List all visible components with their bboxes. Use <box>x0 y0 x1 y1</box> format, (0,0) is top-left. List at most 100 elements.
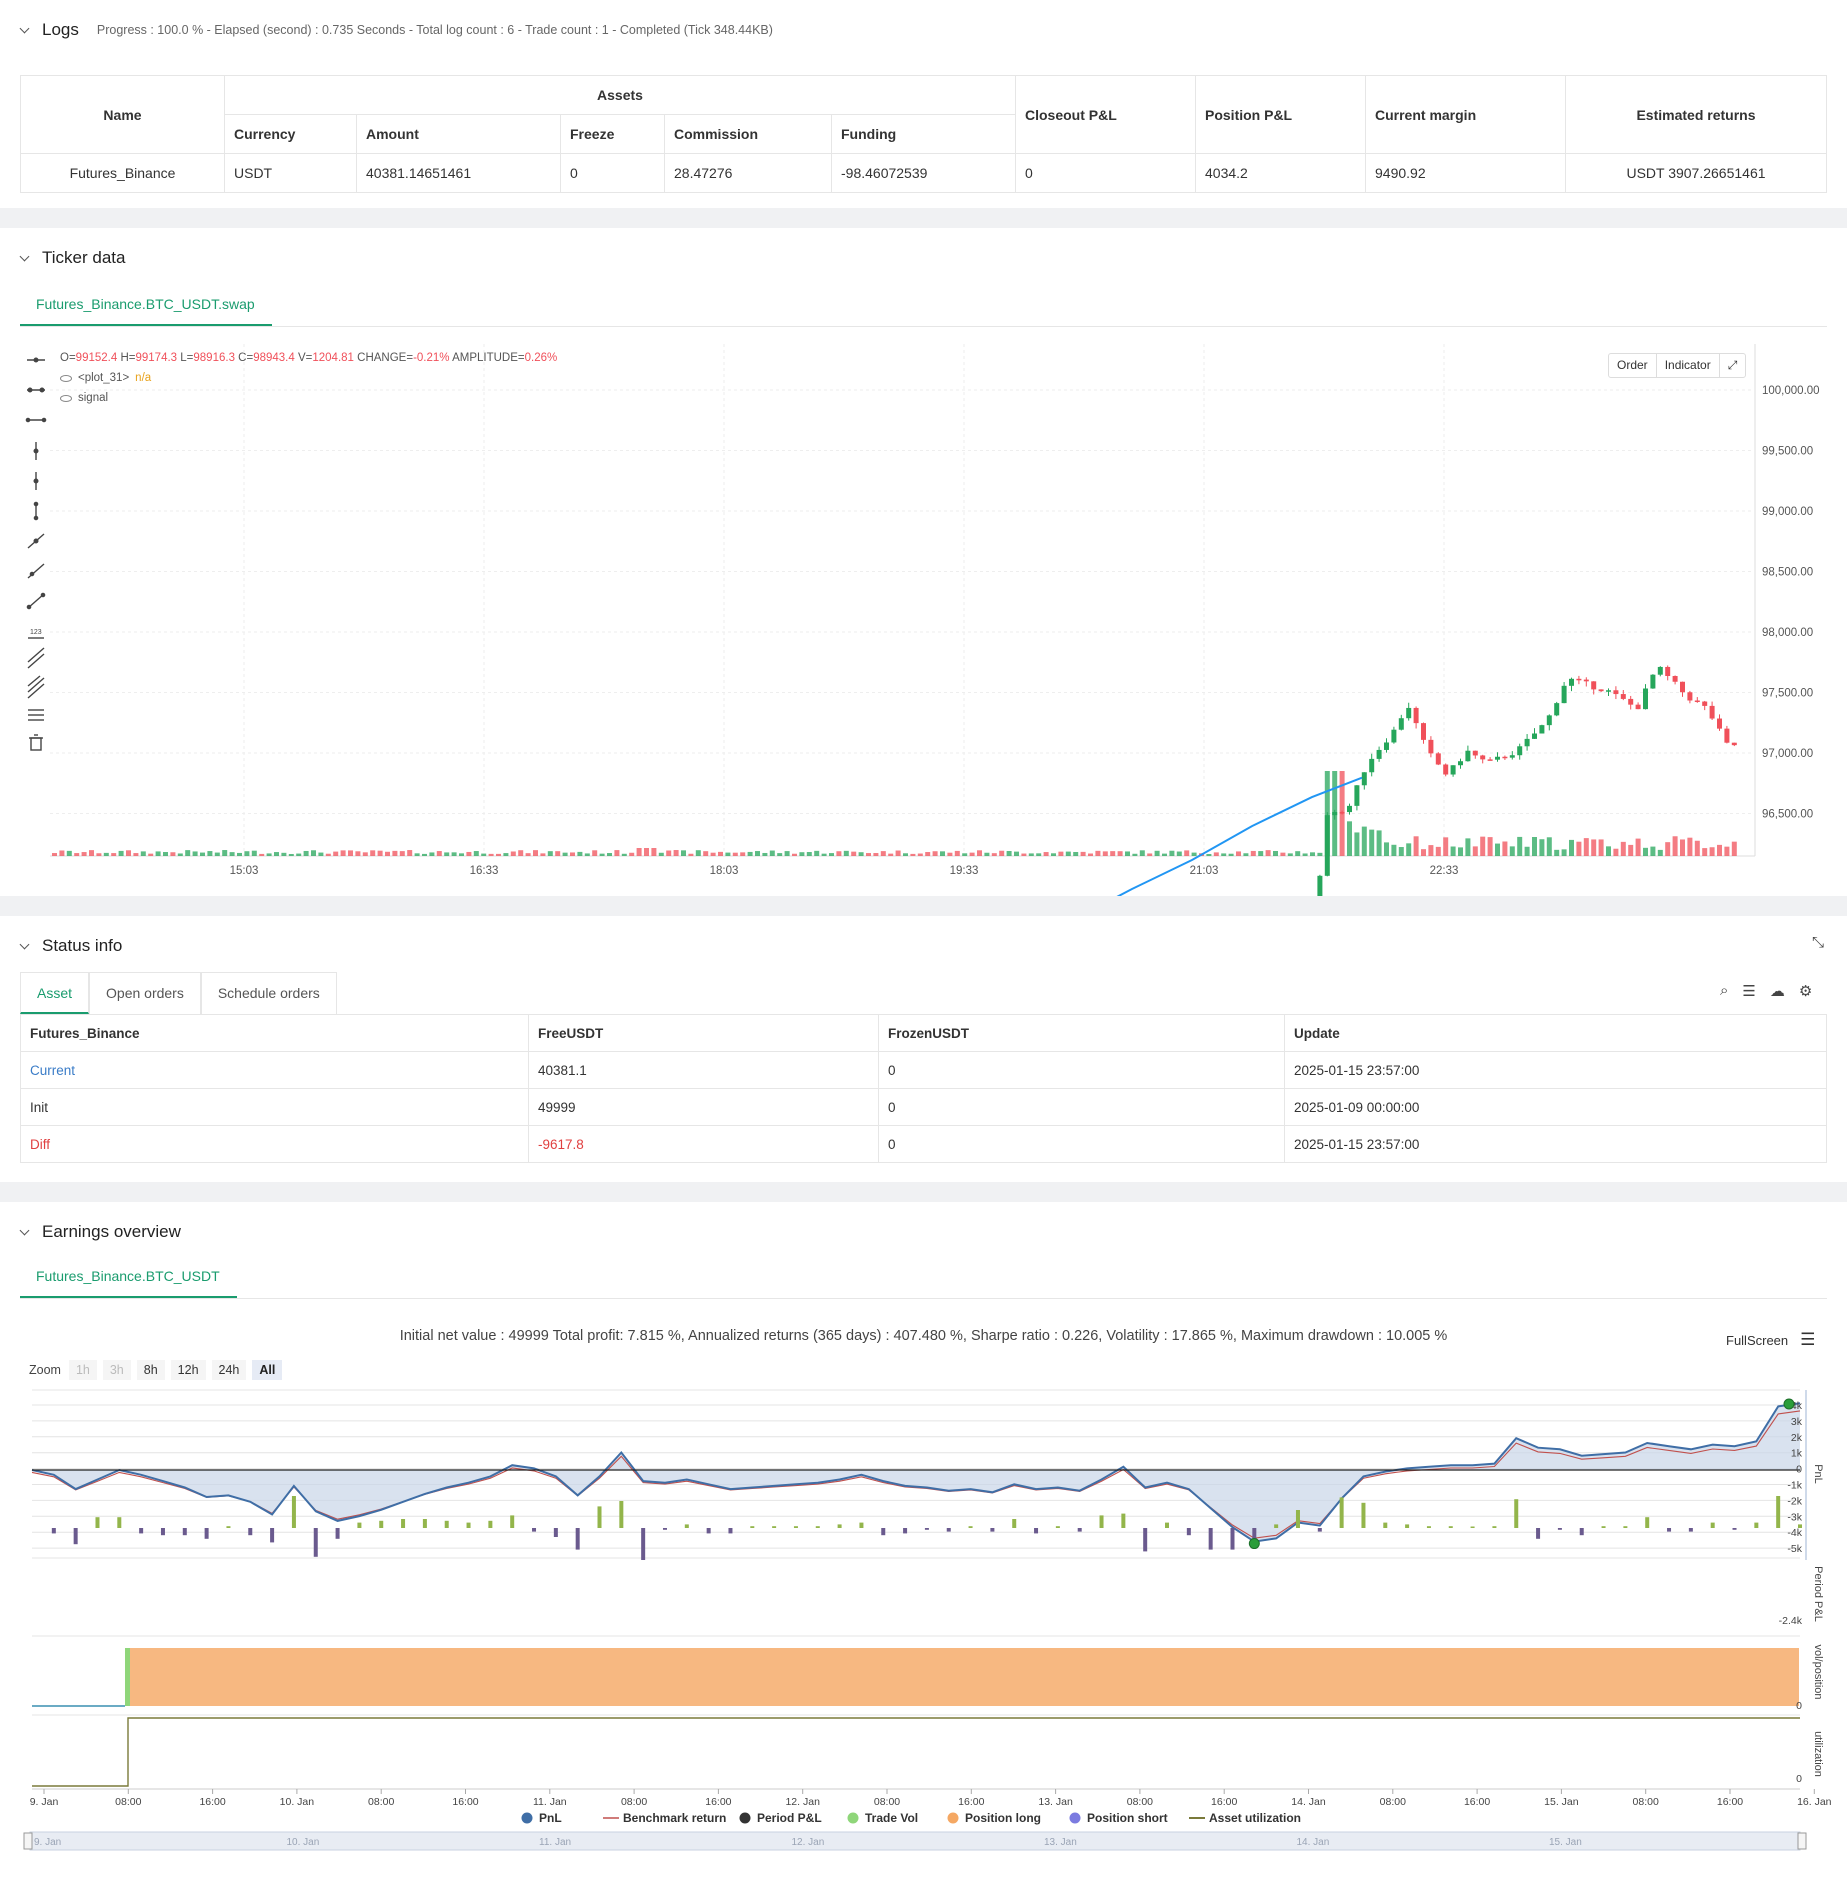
period-bar <box>1383 1522 1388 1528</box>
legend-plot[interactable]: <plot_31> n/a <box>60 372 151 384</box>
status-header[interactable]: Status info <box>20 936 122 956</box>
tab-open-orders[interactable]: Open orders <box>89 972 201 1014</box>
collapse-icon[interactable]: ⤡ <box>1812 934 1825 951</box>
cell-margin: 9490.92 <box>1365 153 1566 193</box>
volume-bar <box>451 852 457 856</box>
volume-bar <box>148 853 154 856</box>
zoom-label: Zoom <box>29 1363 61 1377</box>
volume-bar <box>488 853 494 856</box>
table-row: Diff -9617.8 0 2025-01-15 23:57:00 <box>20 1125 1827 1163</box>
period-bar <box>466 1522 471 1528</box>
period-bar <box>1623 1526 1628 1528</box>
volume-bar <box>296 853 302 856</box>
period-bar <box>1514 1499 1519 1528</box>
x-tick-label: 08:00 <box>368 1796 394 1808</box>
period-bar <box>684 1524 689 1528</box>
zoom-12h[interactable]: 12h <box>170 1360 206 1380</box>
menu-icon[interactable]: ☰ <box>1800 1330 1816 1349</box>
volume-bar <box>370 850 376 856</box>
period-bar <box>968 1526 973 1528</box>
search-icon[interactable]: ⌕ <box>1720 982 1729 999</box>
ticker-title: Ticker data <box>42 248 126 267</box>
candle-body <box>1376 749 1382 759</box>
ohlc-l-label: L= <box>180 352 194 364</box>
volume-bar <box>1265 850 1271 856</box>
drawing-tools-icons[interactable]: 123 <box>22 346 50 766</box>
period-bar <box>772 1526 777 1528</box>
col-update: Update <box>1284 1014 1827 1052</box>
zoom-all[interactable]: All <box>252 1360 283 1380</box>
ohlc-o-label: O= <box>60 352 76 364</box>
legend-label: PnL <box>539 1811 562 1825</box>
zoom-1h[interactable]: 1h <box>68 1360 97 1380</box>
volume-bar <box>1125 851 1130 856</box>
volume-bar <box>821 853 827 856</box>
volume-bar <box>621 853 627 856</box>
indicator-button[interactable]: Indicator <box>1657 354 1720 377</box>
volume-bar <box>1169 850 1175 856</box>
tab-ticker-symbol[interactable]: Futures_Binance.BTC_USDT.swap <box>20 286 272 326</box>
volume-bar <box>1694 840 1700 856</box>
volume-bar <box>81 852 87 856</box>
period-bar <box>662 1528 667 1530</box>
volume-bar <box>984 852 990 856</box>
period-bar <box>139 1528 144 1534</box>
col-margin: Current margin <box>1365 75 1566 154</box>
fullscreen-button[interactable]: FullScreen ☰ <box>1726 1330 1815 1350</box>
logs-header[interactable]: Logs Progress : 100.0 % - Elapsed (secon… <box>20 20 773 40</box>
divider <box>20 1298 1827 1299</box>
pnl-tick-label: -1k <box>1787 1480 1802 1492</box>
volume-bar <box>1139 850 1145 856</box>
candlestick-chart[interactable]: 100,000.00 99,500.00 99,000.00 98,500.00 98,… <box>0 228 1847 896</box>
eye-icon[interactable] <box>60 394 72 402</box>
list-icon[interactable]: ☰ <box>1742 983 1756 1000</box>
candle-body <box>1524 738 1530 747</box>
zoom-3h[interactable]: 3h <box>102 1360 131 1380</box>
candle-body <box>1650 674 1656 689</box>
legend-signal-name: signal <box>78 392 109 404</box>
volume-bar <box>673 850 679 856</box>
order-button[interactable]: Order <box>1609 354 1657 377</box>
volume-bar <box>777 853 783 856</box>
chart-buttons: Order Indicator ⤢ <box>1608 353 1747 378</box>
volume-bar <box>1117 851 1123 856</box>
volume-bar <box>333 851 339 856</box>
earnings-chart[interactable]: 4k 3k 2k 1k 0 -1k -2k -3k -4k -5k PnL Period P&L vol… <box>0 1202 1847 1881</box>
gear-icon[interactable]: ⚙ <box>1798 983 1813 1000</box>
ticker-header[interactable]: Ticker data <box>20 248 125 268</box>
volume-bar <box>1154 850 1160 856</box>
volume-bar <box>1517 836 1523 856</box>
tab-asset[interactable]: Asset <box>20 972 90 1014</box>
x-tick-label: 18:03 <box>710 865 739 877</box>
earnings-header[interactable]: Earnings overview <box>20 1222 181 1242</box>
volume-bar <box>681 850 686 856</box>
tab-schedule-orders[interactable]: Schedule orders <box>200 972 337 1014</box>
volume-bar <box>977 850 982 856</box>
row-label-current[interactable]: Current <box>20 1051 529 1089</box>
volume-bar <box>251 850 257 856</box>
legend-signal[interactable]: signal <box>60 392 108 404</box>
candle-body <box>1495 756 1500 760</box>
x-tick-label: 9. Jan <box>30 1796 59 1808</box>
cloud-download-icon[interactable]: ☁ <box>1769 983 1785 1000</box>
volume-bar <box>932 851 938 856</box>
expand-icon[interactable]: ⤢ <box>1727 358 1738 372</box>
eye-icon[interactable] <box>60 374 72 382</box>
chevron-down-icon[interactable] <box>20 25 30 35</box>
period-bar <box>1186 1528 1191 1536</box>
volume-bar <box>89 850 94 856</box>
x-tick-label: 16:00 <box>1717 1796 1743 1808</box>
volume-bar <box>1665 842 1671 856</box>
candle-body <box>1369 758 1375 773</box>
volume-bar <box>1361 826 1367 856</box>
zoom-24h[interactable]: 24h <box>211 1360 247 1380</box>
period-bar <box>575 1528 580 1550</box>
volume-bar <box>436 851 442 856</box>
tab-earnings-symbol[interactable]: Futures_Binance.BTC_USDT <box>20 1258 237 1298</box>
candle-body <box>1583 679 1589 682</box>
period-bar <box>401 1519 406 1528</box>
volume-bar <box>1709 847 1715 856</box>
chevron-down-icon[interactable] <box>20 941 30 951</box>
zoom-8h[interactable]: 8h <box>136 1360 165 1380</box>
candle-body <box>1421 723 1426 740</box>
